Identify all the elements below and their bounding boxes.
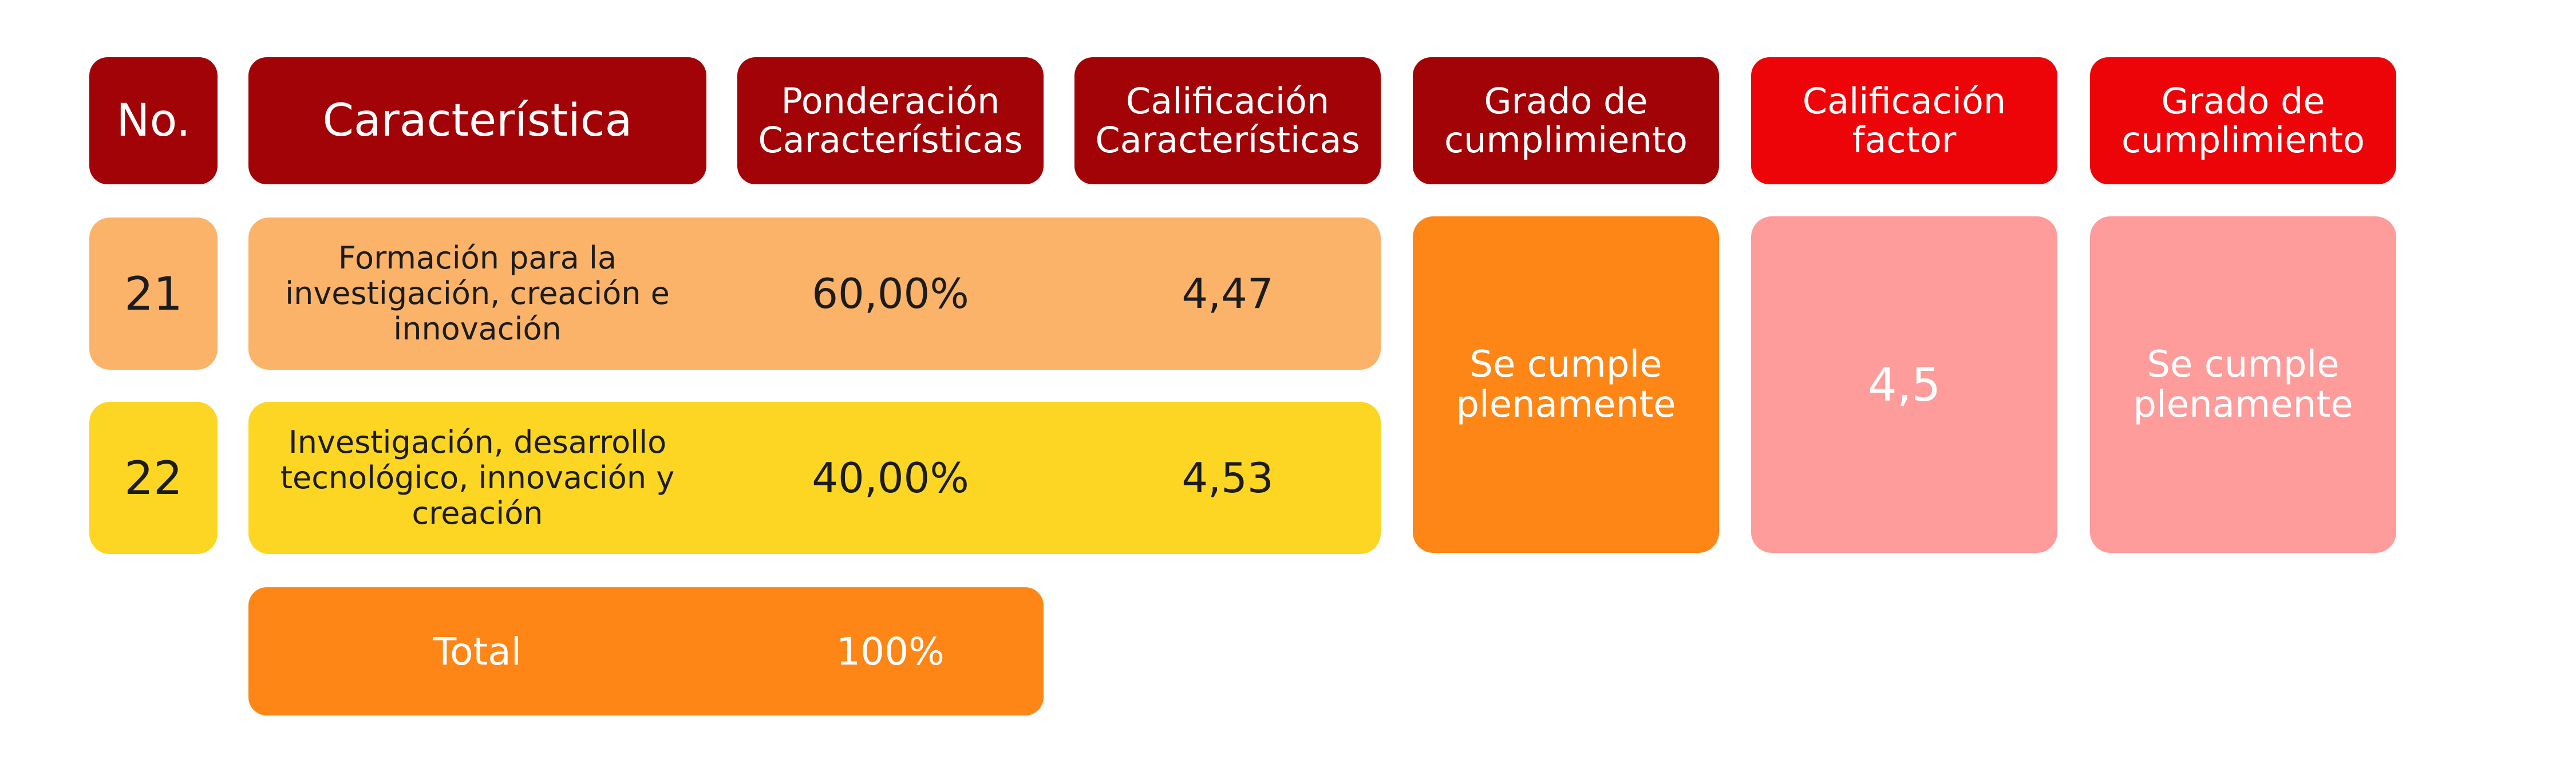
- row-21-caracteristica-line2: investigación, creación e: [285, 275, 670, 311]
- row-21-ponderacion: 60,00%: [737, 218, 1044, 370]
- header-calificacion-line2: Características: [1095, 119, 1360, 161]
- row-21-caracteristica-line3: innovación: [393, 311, 562, 347]
- header-caracteristica-label: Característica: [322, 95, 633, 147]
- header-grado-factor-line1: Grado de: [2161, 80, 2325, 122]
- grado-factor-cell: Se cumple plenamente: [2090, 216, 2396, 553]
- row-22-ponderacion-value: 40,00%: [812, 454, 969, 502]
- header-ponderacion-line1: Ponderación: [781, 80, 1000, 122]
- row-21-calificacion-value: 4,47: [1182, 270, 1274, 318]
- row-22-caracteristica-line1: Investigación, desarrollo: [288, 424, 667, 460]
- grado-factor-line2: plenamente: [2133, 384, 2353, 426]
- header-no-label: No.: [116, 95, 191, 147]
- header-grado-factor: Grado de cumplimiento: [2090, 57, 2396, 184]
- row-21-ponderacion-value: 60,00%: [812, 270, 969, 318]
- grado-factor-line1: Se cumple: [2147, 343, 2340, 386]
- header-calificacion-factor-line1: Calificación: [1802, 80, 2006, 122]
- row-21-number: 21: [89, 218, 218, 370]
- header-no: No.: [89, 57, 218, 184]
- calificacion-factor-value: 4,5: [1867, 358, 1941, 412]
- header-calificacion: Calificación Características: [1074, 57, 1381, 184]
- row-22-bar: [248, 402, 1381, 554]
- row-22-number: 22: [89, 402, 218, 554]
- header-calificacion-factor: Calificación factor: [1751, 57, 2057, 184]
- row-22-calificacion-value: 4,53: [1182, 454, 1274, 502]
- total-value-text: 100%: [836, 629, 945, 674]
- row-22-number-label: 22: [124, 451, 183, 505]
- total-label: Total: [248, 587, 706, 715]
- calificacion-factor-cell: 4,5: [1751, 216, 2057, 553]
- row-21-caracteristica-line1: Formación para la: [338, 240, 617, 276]
- header-grado-line1: Grado de: [1484, 80, 1648, 122]
- grado-cumplimiento-line2: plenamente: [1456, 384, 1676, 426]
- row-22-caracteristica-line3: creación: [412, 495, 543, 531]
- header-caracteristica: Característica: [248, 57, 706, 184]
- row-22-ponderacion: 40,00%: [737, 402, 1044, 554]
- header-calificacion-factor-line2: factor: [1852, 119, 1957, 161]
- row-22-calificacion: 4,53: [1074, 402, 1381, 554]
- header-grado-line2: cumplimiento: [1444, 119, 1688, 161]
- row-21-bar: [248, 218, 1381, 370]
- row-21-caracteristica: Formación para la investigación, creació…: [248, 218, 706, 370]
- row-22-caracteristica-line2: tecnológico, innovación y: [280, 460, 675, 496]
- total-value: 100%: [737, 587, 1044, 715]
- total-label-text: Total: [433, 629, 522, 674]
- header-ponderacion-line2: Características: [758, 119, 1023, 161]
- grado-cumplimiento-cell: Se cumple plenamente: [1413, 216, 1719, 553]
- grado-cumplimiento-line1: Se cumple: [1469, 343, 1662, 386]
- row-22-caracteristica: Investigación, desarrollo tecnológico, i…: [248, 402, 706, 554]
- total-row: [248, 587, 1044, 715]
- header-grado-factor-line2: cumplimiento: [2121, 119, 2365, 161]
- header-grado: Grado de cumplimiento: [1413, 57, 1719, 184]
- row-21-calificacion: 4,47: [1074, 218, 1381, 370]
- header-calificacion-line1: Calificación: [1125, 80, 1330, 122]
- row-21-number-label: 21: [124, 267, 183, 321]
- header-ponderacion: Ponderación Características: [737, 57, 1044, 184]
